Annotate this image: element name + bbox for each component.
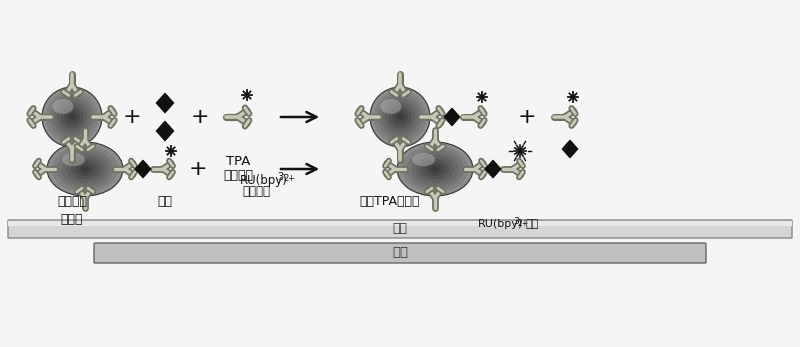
- Text: 引入TPA缓冲液: 引入TPA缓冲液: [360, 195, 420, 208]
- Text: 电极: 电极: [393, 222, 407, 236]
- FancyBboxPatch shape: [8, 221, 792, 226]
- Text: RU(bpy): RU(bpy): [478, 219, 523, 229]
- Text: 2+: 2+: [283, 174, 295, 183]
- Ellipse shape: [396, 113, 404, 121]
- Ellipse shape: [47, 142, 123, 196]
- Text: RU(bpy): RU(bpy): [240, 174, 288, 187]
- Ellipse shape: [68, 113, 76, 121]
- Ellipse shape: [381, 99, 402, 114]
- Text: 3: 3: [513, 217, 518, 226]
- Ellipse shape: [406, 149, 463, 189]
- Text: 磁铁: 磁铁: [392, 246, 408, 260]
- Ellipse shape: [374, 91, 426, 143]
- Ellipse shape: [411, 152, 458, 186]
- Text: 标记抗体: 标记抗体: [242, 185, 270, 198]
- Text: TPA: TPA: [226, 154, 250, 168]
- Text: 抗原: 抗原: [158, 195, 173, 208]
- Polygon shape: [156, 121, 174, 141]
- Ellipse shape: [50, 94, 94, 139]
- Text: +: +: [122, 107, 142, 127]
- Ellipse shape: [80, 166, 90, 172]
- Ellipse shape: [389, 106, 411, 128]
- Ellipse shape: [393, 110, 407, 125]
- Polygon shape: [156, 93, 174, 113]
- Ellipse shape: [75, 162, 94, 176]
- Ellipse shape: [62, 153, 85, 166]
- Text: +: +: [518, 107, 536, 127]
- Ellipse shape: [370, 87, 430, 147]
- Text: 发光: 发光: [526, 219, 539, 229]
- Text: 抗体包被
的磁珠: 抗体包被 的磁珠: [57, 195, 87, 226]
- Ellipse shape: [402, 145, 468, 193]
- Ellipse shape: [61, 106, 83, 128]
- Ellipse shape: [385, 102, 415, 132]
- Ellipse shape: [430, 166, 440, 172]
- FancyBboxPatch shape: [94, 243, 706, 263]
- Ellipse shape: [412, 153, 435, 166]
- Text: +: +: [189, 159, 207, 179]
- Polygon shape: [485, 160, 501, 178]
- Text: 电子供体: 电子供体: [223, 169, 253, 181]
- Ellipse shape: [382, 98, 418, 136]
- Ellipse shape: [52, 145, 118, 193]
- Ellipse shape: [42, 87, 102, 147]
- Ellipse shape: [57, 102, 87, 132]
- Polygon shape: [444, 108, 460, 126]
- Ellipse shape: [46, 91, 98, 143]
- Ellipse shape: [421, 159, 450, 179]
- Text: 2+: 2+: [518, 219, 529, 228]
- Ellipse shape: [54, 98, 90, 136]
- Ellipse shape: [62, 152, 109, 186]
- Text: 3: 3: [277, 172, 283, 182]
- Ellipse shape: [66, 155, 104, 183]
- Ellipse shape: [57, 149, 114, 189]
- Ellipse shape: [426, 162, 445, 176]
- Ellipse shape: [70, 159, 99, 179]
- Ellipse shape: [53, 99, 74, 114]
- FancyBboxPatch shape: [8, 220, 792, 238]
- Text: +: +: [190, 107, 210, 127]
- Polygon shape: [135, 160, 151, 178]
- Ellipse shape: [65, 110, 79, 125]
- Ellipse shape: [416, 155, 454, 183]
- Ellipse shape: [378, 94, 422, 139]
- Ellipse shape: [397, 142, 473, 196]
- Polygon shape: [562, 140, 578, 158]
